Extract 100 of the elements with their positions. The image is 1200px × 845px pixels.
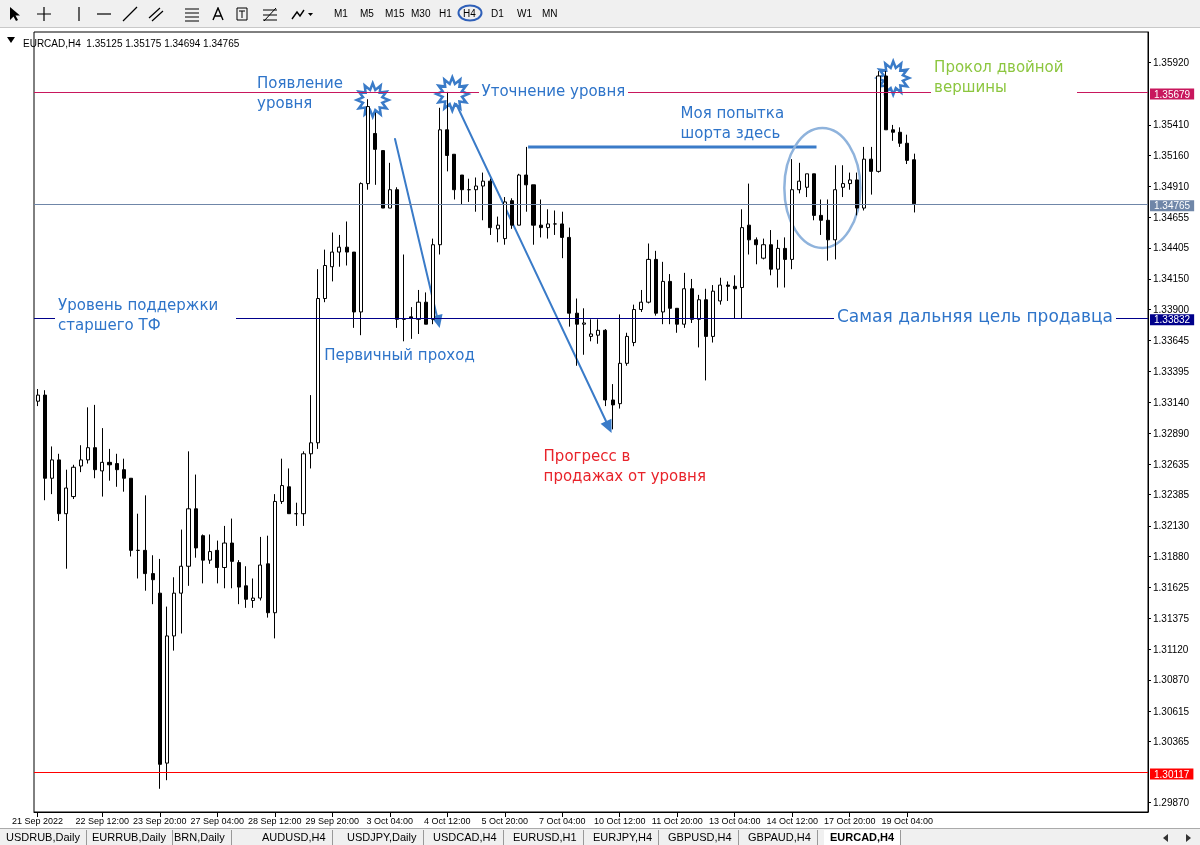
text: EURCAD,H4 1.35125 1.35175 1.34694 1.34765 <box>23 37 240 49</box>
candlestick <box>704 288 708 381</box>
x-tick-label: 17 Oct 20:00 <box>823 815 876 826</box>
candlestick <box>575 298 579 367</box>
y-tick-label: 1.31120 <box>1153 643 1189 655</box>
candlestick <box>402 254 406 342</box>
candlestick <box>258 536 262 601</box>
candlestick <box>93 404 97 479</box>
candlestick <box>381 150 385 209</box>
candlestick <box>237 559 241 605</box>
candlestick <box>352 251 356 329</box>
candlestick <box>790 158 794 270</box>
candlestick <box>747 183 751 256</box>
annotation: Прогресс в продажах от уровня <box>543 447 707 486</box>
y-tick-label: 1.31375 <box>1153 612 1190 624</box>
text: EURJPY,H4 <box>587 830 660 845</box>
x-tick-label: 13 Oct 04:00 <box>708 815 761 826</box>
candlestick <box>201 533 205 584</box>
candlestick <box>833 164 837 260</box>
candlestick <box>251 577 255 609</box>
candlestick <box>726 280 730 302</box>
y-tick-label: 1.35920 <box>1153 57 1190 69</box>
candlestick <box>567 227 571 328</box>
candlestick <box>100 427 104 498</box>
candlestick <box>682 272 686 329</box>
candlestick <box>524 146 528 213</box>
candlestick <box>539 198 543 238</box>
y-tick-label: 1.33900 <box>1153 304 1190 316</box>
candlestick <box>186 450 191 587</box>
candlestick <box>337 234 341 268</box>
candlestick <box>323 249 327 303</box>
candlestick <box>86 406 90 465</box>
y-tick-label: 1.30615 <box>1153 705 1190 717</box>
ref-line-label: 1.34765 <box>1154 200 1191 212</box>
ref-line-label: 1.33832 <box>1154 314 1191 326</box>
text: USDCAD,H4 <box>427 830 504 845</box>
candlestick <box>294 502 298 527</box>
candlestick <box>122 458 126 493</box>
candlestick <box>553 210 557 236</box>
candlestick <box>546 208 550 240</box>
text: BRN,Daily <box>168 830 232 845</box>
candlestick <box>510 197 514 230</box>
candlestick <box>531 184 536 246</box>
candlestick <box>179 529 183 634</box>
x-tick-label: 11 Oct 20:00 <box>651 815 703 826</box>
candlestick <box>43 389 47 501</box>
text: EURUSD,H1 <box>507 830 584 845</box>
candlestick <box>503 196 507 246</box>
text: AUDUSD,H4 <box>256 830 333 845</box>
candlestick <box>115 453 119 488</box>
candlestick <box>769 229 773 276</box>
y-tick-label: 1.32385 <box>1153 489 1190 501</box>
x-tick-label: 4 Oct 12:00 <box>423 815 471 826</box>
x-tick-label: 23 Sep 20:00 <box>132 815 187 826</box>
text: H4 <box>463 8 476 19</box>
candlestick <box>129 477 133 557</box>
candlestick <box>230 518 234 589</box>
candlestick <box>208 533 212 565</box>
candlestick <box>36 388 40 407</box>
candlestick <box>646 243 651 304</box>
candlestick <box>841 164 845 198</box>
candlestick <box>603 328 607 407</box>
candlestick <box>345 221 349 267</box>
text: H1 <box>439 8 452 19</box>
text: D1 <box>491 8 504 19</box>
candlestick <box>690 278 694 324</box>
candlestick <box>733 274 737 319</box>
annotation: Уточнение уровня <box>478 82 629 102</box>
candlestick <box>797 162 801 194</box>
y-tick-label: 1.29870 <box>1153 796 1190 808</box>
text: GBPUSD,H4 <box>662 830 739 845</box>
candlestick <box>244 565 248 609</box>
candlestick <box>675 307 679 334</box>
candlestick <box>373 112 377 186</box>
candlestick <box>812 173 816 221</box>
candlestick <box>452 153 456 200</box>
candlestick <box>57 453 61 522</box>
x-tick-label: 27 Sep 04:00 <box>190 815 245 826</box>
candlestick <box>876 70 881 174</box>
candlestick <box>639 289 643 313</box>
candlestick <box>496 216 500 243</box>
candlestick <box>488 178 492 236</box>
x-tick-label: 21 Sep 2022 <box>12 815 64 826</box>
x-tick-label: 3 Oct 04:00 <box>366 815 414 826</box>
candlestick <box>107 448 112 482</box>
x-tick-label: 14 Oct 12:00 <box>766 815 819 826</box>
x-tick-label: 22 Sep 12:00 <box>75 815 130 826</box>
candlestick <box>467 178 471 203</box>
candlestick <box>848 172 852 191</box>
candlestick <box>431 238 435 325</box>
y-tick-label: 1.31880 <box>1153 550 1190 562</box>
candlestick <box>517 173 521 226</box>
text: M1 <box>334 8 348 19</box>
y-tick-label: 1.33140 <box>1153 396 1190 408</box>
candlestick <box>165 606 169 781</box>
candlestick <box>589 318 593 342</box>
candlestick <box>481 172 485 221</box>
y-tick-label: 1.32890 <box>1153 427 1190 439</box>
candlestick <box>582 307 586 356</box>
candlestick <box>287 467 291 515</box>
